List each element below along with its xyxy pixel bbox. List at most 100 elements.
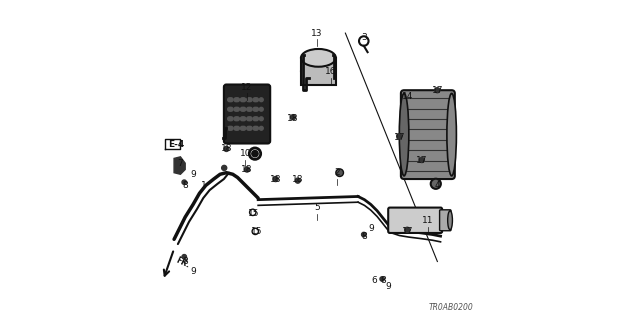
Ellipse shape [301, 49, 336, 67]
Text: 7: 7 [177, 159, 183, 168]
Circle shape [229, 126, 233, 130]
Text: 17: 17 [416, 156, 428, 164]
Circle shape [248, 117, 252, 121]
Circle shape [419, 157, 424, 163]
Text: 18: 18 [241, 165, 253, 174]
Text: 18: 18 [292, 174, 303, 184]
Circle shape [248, 107, 252, 111]
Circle shape [336, 169, 344, 177]
Text: 9: 9 [190, 170, 196, 179]
Circle shape [236, 117, 239, 121]
Circle shape [255, 98, 259, 102]
Circle shape [291, 115, 296, 120]
Circle shape [241, 107, 244, 111]
Circle shape [380, 277, 385, 281]
Circle shape [247, 117, 250, 121]
Circle shape [397, 134, 402, 139]
Text: 2: 2 [335, 168, 340, 177]
Text: 8: 8 [381, 276, 387, 285]
Text: 15: 15 [251, 227, 262, 236]
Text: 8: 8 [182, 257, 188, 266]
Circle shape [221, 165, 227, 171]
Circle shape [362, 232, 366, 237]
Circle shape [248, 98, 252, 102]
Ellipse shape [301, 62, 336, 80]
Circle shape [236, 126, 239, 130]
Circle shape [236, 107, 239, 111]
Circle shape [435, 88, 440, 93]
Circle shape [228, 107, 232, 111]
Circle shape [242, 126, 246, 130]
Circle shape [229, 107, 233, 111]
Circle shape [229, 98, 233, 102]
Circle shape [259, 117, 263, 121]
Text: 5: 5 [314, 203, 320, 212]
Text: 9: 9 [385, 282, 391, 292]
Circle shape [273, 177, 278, 181]
Circle shape [255, 107, 259, 111]
Circle shape [253, 126, 257, 130]
Text: 8: 8 [362, 232, 367, 241]
Circle shape [244, 167, 250, 172]
Text: E-4: E-4 [168, 140, 184, 148]
Circle shape [241, 126, 244, 130]
Circle shape [253, 117, 257, 121]
Circle shape [255, 126, 259, 130]
Circle shape [255, 117, 259, 121]
Circle shape [404, 227, 410, 232]
Text: 1: 1 [202, 181, 207, 190]
Circle shape [241, 98, 244, 102]
Circle shape [236, 98, 239, 102]
Ellipse shape [448, 211, 452, 230]
Text: 12: 12 [241, 83, 253, 92]
Text: 11: 11 [422, 216, 434, 225]
Polygon shape [174, 157, 185, 174]
Text: 15: 15 [248, 209, 259, 219]
Text: 3: 3 [362, 33, 367, 42]
Circle shape [247, 98, 250, 102]
Circle shape [228, 117, 232, 121]
Ellipse shape [447, 93, 456, 176]
Circle shape [182, 254, 186, 259]
Text: TR0AB0200: TR0AB0200 [429, 303, 474, 312]
Circle shape [224, 146, 229, 151]
FancyBboxPatch shape [401, 90, 455, 179]
Circle shape [182, 180, 186, 184]
Circle shape [234, 126, 238, 130]
Circle shape [431, 179, 441, 189]
Text: 9: 9 [368, 224, 374, 233]
Circle shape [229, 117, 233, 121]
Text: 16: 16 [325, 67, 337, 76]
Circle shape [234, 98, 238, 102]
Text: 17: 17 [394, 133, 405, 142]
FancyBboxPatch shape [388, 208, 442, 233]
Circle shape [242, 98, 246, 102]
Circle shape [253, 98, 257, 102]
Bar [301, 58, 336, 84]
Circle shape [234, 107, 238, 111]
Text: 14: 14 [401, 92, 413, 101]
Circle shape [253, 107, 257, 111]
Circle shape [242, 107, 246, 111]
Text: 8: 8 [182, 181, 188, 190]
Text: 10: 10 [240, 149, 252, 158]
Circle shape [247, 107, 250, 111]
Circle shape [241, 117, 244, 121]
Text: FR.: FR. [175, 256, 191, 270]
Text: 9: 9 [190, 267, 196, 276]
Text: 13: 13 [311, 28, 323, 38]
Circle shape [259, 98, 263, 102]
Circle shape [248, 126, 252, 130]
FancyBboxPatch shape [224, 84, 270, 143]
Circle shape [247, 126, 250, 130]
Circle shape [228, 126, 232, 130]
Text: 17: 17 [401, 227, 413, 236]
Circle shape [252, 150, 258, 157]
Text: 18: 18 [221, 144, 232, 153]
Circle shape [228, 98, 232, 102]
Circle shape [234, 117, 238, 121]
Circle shape [259, 126, 263, 130]
Circle shape [295, 178, 300, 183]
Text: 17: 17 [431, 86, 443, 95]
Text: 18: 18 [287, 114, 299, 123]
